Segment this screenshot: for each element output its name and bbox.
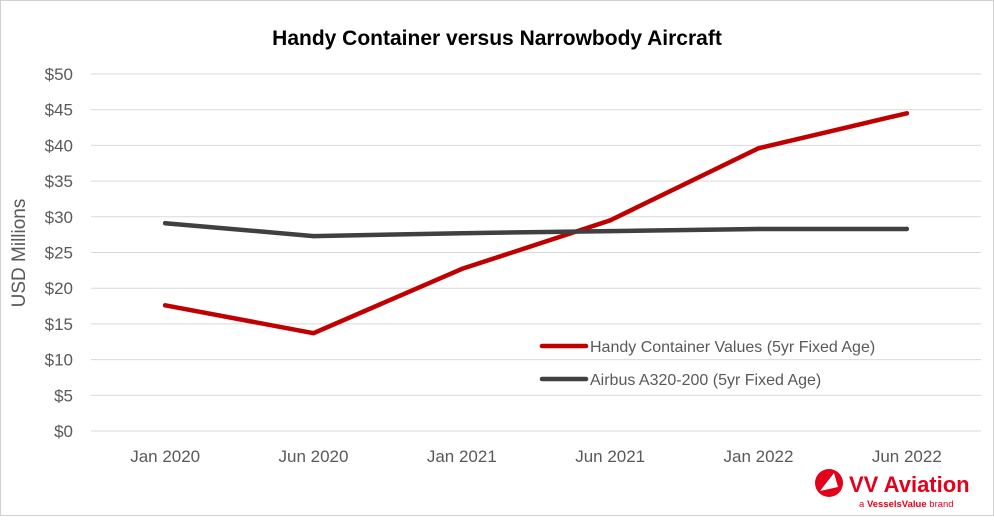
legend-label: Handy Container Values (5yr Fixed Age) (590, 339, 875, 356)
y-tick-label: $10 (45, 351, 73, 370)
series-2-point (904, 226, 910, 232)
series-2-point (607, 228, 613, 234)
brand-tagline: a VesselsValue brand (859, 499, 954, 510)
y-tick-labels: $0 $5 $10 $15 $20 $25 $30 $35 $40 $45 $50 (45, 65, 73, 441)
y-tick-label: $50 (45, 65, 73, 84)
y-tick-label: $25 (45, 244, 73, 263)
series-1-point (311, 330, 316, 336)
legend-label: Airbus A320-200 (5yr Fixed Age) (590, 372, 821, 389)
x-tick-label: Jan 2020 (130, 447, 200, 466)
y-tick-label: $45 (45, 101, 73, 120)
series-1-point (756, 146, 761, 151)
series-line-1 (162, 111, 910, 336)
series-2-point (459, 231, 465, 236)
series-1-point (162, 303, 168, 308)
series-1-point (459, 266, 465, 272)
chart-title: Handy Container versus Narrowbody Aircra… (272, 27, 722, 50)
y-tick-label: $5 (54, 386, 73, 405)
y-tick-label: $20 (45, 279, 73, 298)
brand-logo: VV Aviation a VesselsValue brand (815, 469, 970, 510)
y-tick-label: $30 (45, 208, 73, 227)
gridlines (91, 73, 981, 432)
y-tick-label: $40 (45, 136, 73, 155)
x-tick-label: Jan 2022 (724, 447, 794, 466)
series-line-2 (162, 220, 910, 239)
brand-name: VV Aviation (849, 472, 970, 497)
series-2-point (311, 233, 316, 239)
x-tick-label: Jun 2021 (575, 447, 645, 466)
vv-aviation-logo-icon (815, 469, 843, 497)
legend: Handy Container Values (5yr Fixed Age) Ai… (539, 339, 875, 389)
series-1-point (904, 111, 910, 116)
series-2-point (756, 226, 761, 232)
y-axis-label: USD Millions (9, 199, 30, 308)
x-tick-label: Jun 2022 (872, 447, 942, 466)
y-tick-label: $0 (54, 422, 73, 441)
y-tick-label: $35 (45, 172, 73, 191)
series-2-point (162, 221, 168, 226)
series-lines (162, 111, 910, 336)
y-tick-label: $15 (45, 315, 73, 334)
x-tick-labels: Jan 2020 Jun 2020 Jan 2021 Jun 2021 Jan 2022… (130, 447, 942, 466)
series-1-point (607, 218, 613, 223)
x-tick-label: Jun 2020 (279, 447, 349, 466)
x-tick-label: Jan 2021 (427, 447, 497, 466)
